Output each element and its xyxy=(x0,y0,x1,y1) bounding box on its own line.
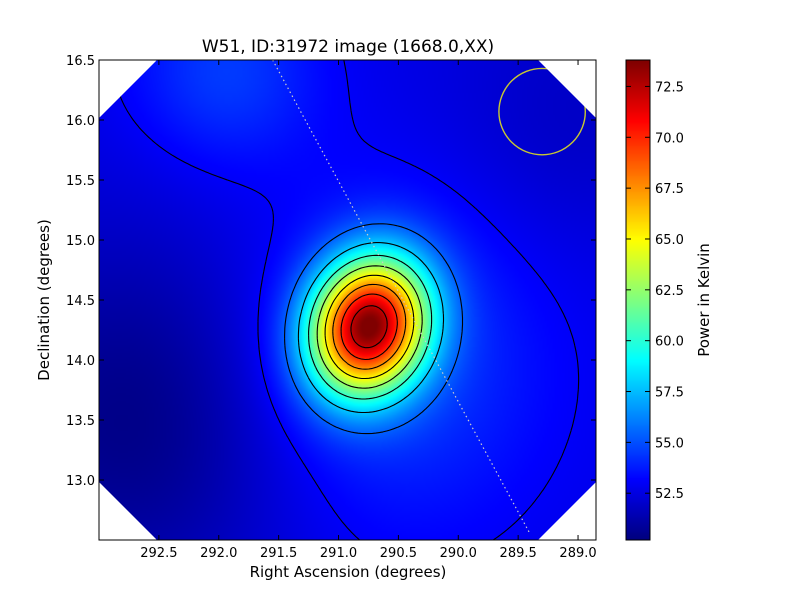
x-tick-label: 290.0 xyxy=(440,546,477,561)
colorbar-label: Power in Kelvin xyxy=(695,243,713,357)
colorbar-tick-label: 67.5 xyxy=(655,182,684,197)
x-tick-label: 291.0 xyxy=(320,546,357,561)
corner-bottom-left xyxy=(99,482,157,540)
contour-level-7 xyxy=(340,293,398,361)
x-tick-label: 292.0 xyxy=(200,546,237,561)
y-tick-label: 13.5 xyxy=(66,414,95,429)
y-axis-label: Declination (degrees) xyxy=(35,219,53,381)
y-tick-label: 15.0 xyxy=(66,234,95,249)
colorbar: 52.5 55.0 57.5 60.0 62.5 65.0 67.5 70.0 72.5 Pow… xyxy=(625,59,713,541)
corner-top-left xyxy=(99,60,157,118)
blank-corners xyxy=(99,60,596,540)
heatmap-image xyxy=(99,60,596,540)
contour-level-2 xyxy=(297,242,445,414)
corner-bottom-right xyxy=(538,482,596,540)
colorbar-tick-label: 55.0 xyxy=(655,436,684,451)
colorbar-image xyxy=(626,60,650,540)
colorbar-tick-label: 60.0 xyxy=(655,335,684,350)
y-axis-ticks: 13.0 13.5 14.0 14.5 15.0 15.5 16.0 16.5 xyxy=(66,54,596,489)
beam-circle xyxy=(498,67,587,156)
colorbar-ticks: 52.5 55.0 57.5 60.0 62.5 65.0 67.5 70.0 72.5 xyxy=(626,80,684,502)
colorbar-tick-label: 70.0 xyxy=(655,131,684,146)
colorbar-tick-label: 62.5 xyxy=(655,284,684,299)
y-tick-label: 16.5 xyxy=(66,54,95,69)
colorbar-gradient xyxy=(625,59,651,541)
contour-lines xyxy=(113,60,580,540)
y-tick-label: 14.5 xyxy=(66,294,95,309)
colorbar-tick-label: 52.5 xyxy=(655,487,684,502)
x-tick-label: 289.0 xyxy=(559,546,596,561)
contour-level-4 xyxy=(316,265,423,389)
y-tick-label: 15.5 xyxy=(66,174,95,189)
colorbar-tick-label: 72.5 xyxy=(655,80,684,95)
contour-level-3 xyxy=(308,254,433,400)
x-axis-ticks: 292.5 292.0 291.5 291.0 290.5 290.0 289.5 289.0 xyxy=(140,60,597,561)
contour-level-1 xyxy=(284,223,464,435)
chart-title: W51, ID:31972 image (1668.0,XX) xyxy=(202,37,494,57)
x-tick-label: 290.5 xyxy=(380,546,417,561)
y-tick-label: 16.0 xyxy=(66,114,95,129)
corner-top-right xyxy=(538,60,596,118)
x-tick-label: 291.5 xyxy=(260,546,297,561)
x-axis-label: Right Ascension (degrees) xyxy=(250,563,447,581)
colorbar-tick-label: 65.0 xyxy=(655,233,684,248)
y-tick-label: 13.0 xyxy=(66,474,95,489)
plot-area xyxy=(99,60,596,540)
contour-level-5 xyxy=(324,274,415,380)
x-tick-label: 289.5 xyxy=(500,546,537,561)
colorbar-tick-label: 57.5 xyxy=(655,386,684,401)
x-tick-label: 292.5 xyxy=(140,546,177,561)
contour-level-8 xyxy=(350,305,388,349)
y-tick-label: 14.0 xyxy=(66,354,95,369)
contour-level-6 xyxy=(332,283,407,370)
